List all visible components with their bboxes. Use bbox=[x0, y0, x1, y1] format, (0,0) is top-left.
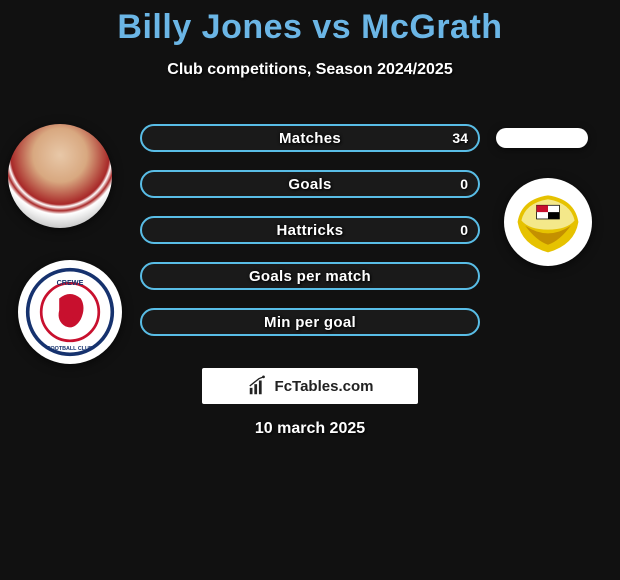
stat-label: Goals bbox=[288, 176, 331, 193]
stat-value-left: 0 bbox=[460, 222, 468, 238]
chart-icon bbox=[247, 375, 269, 397]
stat-label: Matches bbox=[279, 130, 341, 147]
stat-value-left: 0 bbox=[460, 176, 468, 192]
page-title: Billy Jones vs McGrath bbox=[0, 0, 620, 47]
club-right-badge bbox=[504, 178, 592, 266]
doncaster-rovers-icon bbox=[510, 184, 586, 260]
stat-label: Hattricks bbox=[277, 222, 344, 239]
crewe-alexandra-icon: CREWE FOOTBALL CLUB bbox=[25, 267, 115, 357]
stat-bar-min-per-goal: Min per goal bbox=[140, 308, 480, 336]
stat-bar-hattricks: Hattricks 0 bbox=[140, 216, 480, 244]
stat-bar-goals: Goals 0 bbox=[140, 170, 480, 198]
svg-text:CREWE: CREWE bbox=[57, 278, 84, 287]
player-left-avatar bbox=[8, 124, 112, 228]
source-label: FcTables.com bbox=[275, 378, 374, 395]
stats-bars: Matches 34 Goals 0 Hattricks 0 Goals per… bbox=[140, 124, 480, 354]
subtitle: Club competitions, Season 2024/2025 bbox=[0, 61, 620, 79]
source-badge[interactable]: FcTables.com bbox=[202, 368, 418, 404]
player-right-avatar bbox=[496, 128, 588, 148]
stat-bar-matches: Matches 34 bbox=[140, 124, 480, 152]
club-left-badge: CREWE FOOTBALL CLUB bbox=[18, 260, 122, 364]
stat-label: Min per goal bbox=[264, 314, 356, 331]
stat-bar-goals-per-match: Goals per match bbox=[140, 262, 480, 290]
svg-text:FOOTBALL CLUB: FOOTBALL CLUB bbox=[47, 346, 93, 352]
stat-label: Goals per match bbox=[249, 268, 371, 285]
stat-value-left: 34 bbox=[452, 130, 468, 146]
date-text: 10 march 2025 bbox=[0, 420, 620, 438]
